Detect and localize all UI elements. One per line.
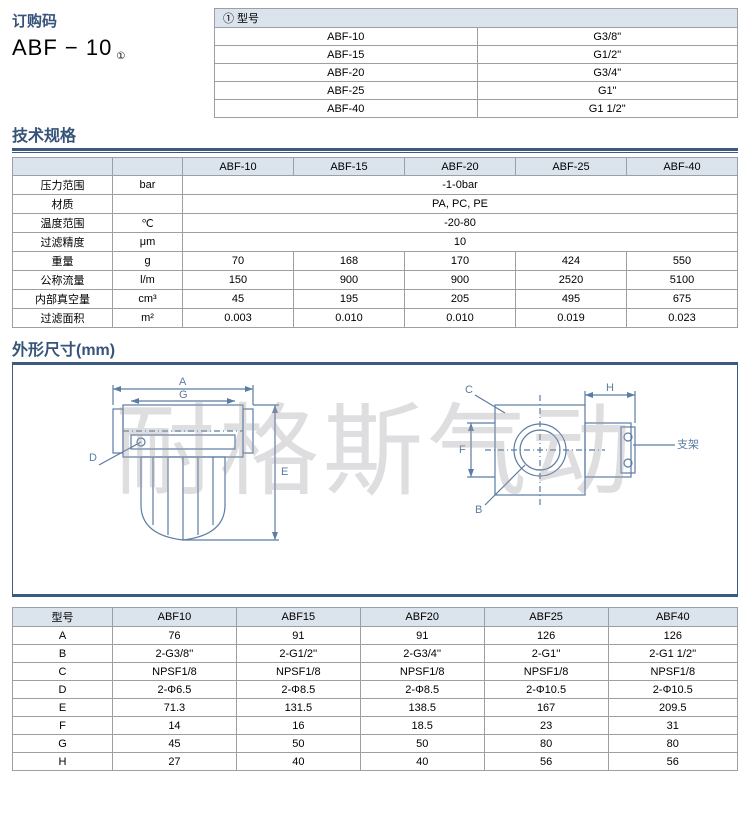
svg-text:F: F [459, 444, 466, 456]
model-table: ① 型号 ABF-10G3/8" ABF-15G1/2" ABF-20G3/4"… [214, 8, 738, 118]
svg-text:A: A [179, 376, 187, 388]
svg-text:B: B [475, 504, 482, 516]
svg-text:支架: 支架 [677, 438, 699, 451]
order-title: 订购码 [12, 8, 202, 33]
order-code: ABF − 10① [12, 35, 202, 62]
svg-text:C: C [465, 384, 473, 396]
rule [12, 148, 738, 151]
svg-text:D: D [89, 452, 97, 464]
spec-table: ABF-10 ABF-15 ABF-20 ABF-25 ABF-40 压力范围b… [12, 157, 738, 328]
spec-title: 技术规格 [12, 122, 738, 146]
svg-text:H: H [606, 382, 614, 394]
rule-thin [12, 152, 738, 153]
front-view-svg: A G D E [13, 365, 373, 595]
dimension-diagram: A G D E [12, 362, 738, 597]
dim-table: 型号 ABF10 ABF15 ABF20 ABF25 ABF40 A769191… [12, 607, 738, 771]
side-view-svg: 支架 H C F B [375, 365, 735, 595]
svg-text:E: E [281, 466, 288, 478]
model-table-header: ① 型号 [215, 9, 738, 28]
dim-title: 外形尺寸(mm) [12, 336, 738, 360]
svg-text:G: G [179, 389, 188, 401]
circled-1: ① [116, 51, 126, 62]
